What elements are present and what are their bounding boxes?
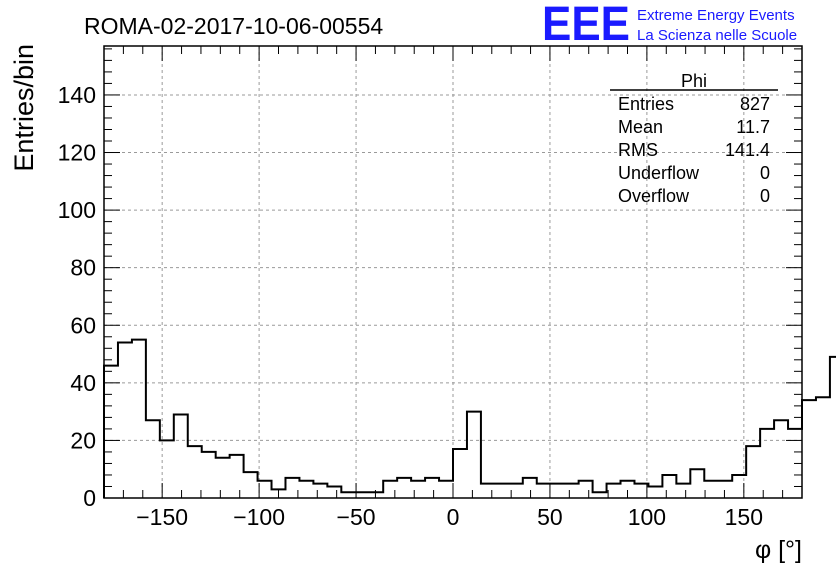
grid bbox=[104, 46, 802, 498]
stats-value: 827 bbox=[740, 94, 770, 114]
axis-ticks bbox=[104, 46, 802, 498]
chart-title: ROMA-02-2017-10-06-00554 bbox=[84, 13, 383, 39]
x-axis-label: φ [°] bbox=[755, 536, 802, 564]
stats-value: 11.7 bbox=[736, 117, 770, 137]
stats-label: Entries bbox=[618, 94, 674, 114]
stats-label: RMS bbox=[618, 140, 658, 160]
stats-value: 0 bbox=[760, 163, 770, 183]
y-tick-label: 120 bbox=[58, 140, 96, 166]
x-tick-label: −50 bbox=[337, 504, 376, 530]
stats-label: Mean bbox=[618, 117, 663, 137]
tick-labels: −150 −100 −50 0 50 100 150 0 20 40 60 80 100 120 140 bbox=[58, 82, 763, 530]
logo-line-2: La Scienza nelle Scuole bbox=[637, 27, 797, 44]
y-tick-label: 80 bbox=[70, 255, 96, 281]
y-tick-label: 100 bbox=[58, 197, 96, 223]
y-tick-label: 20 bbox=[70, 427, 96, 453]
stats-label: Overflow bbox=[618, 186, 690, 206]
histogram-line bbox=[103, 338, 836, 498]
y-tick-label: 40 bbox=[70, 370, 96, 396]
stats-box: Phi Entries 827 Mean 11.7 RMS 141.4 Unde… bbox=[610, 71, 778, 206]
x-tick-label: 100 bbox=[628, 504, 666, 530]
y-axis-label: Entries/bin bbox=[9, 44, 39, 172]
eee-logo: EEE bbox=[542, 0, 630, 51]
stats-value: 141.4 bbox=[725, 140, 770, 160]
stats-title: Phi bbox=[681, 71, 707, 91]
x-tick-label: 150 bbox=[725, 504, 763, 530]
x-tick-label: 50 bbox=[537, 504, 563, 530]
x-tick-label: −100 bbox=[233, 504, 285, 530]
x-tick-label: 0 bbox=[447, 504, 460, 530]
x-tick-label: −150 bbox=[136, 504, 188, 530]
y-tick-label: 0 bbox=[83, 485, 96, 511]
stats-label: Underflow bbox=[618, 163, 700, 183]
stats-value: 0 bbox=[760, 186, 770, 206]
y-tick-label: 140 bbox=[58, 82, 96, 108]
logo-line-1: Extreme Energy Events bbox=[637, 7, 795, 24]
y-tick-label: 60 bbox=[70, 312, 96, 338]
